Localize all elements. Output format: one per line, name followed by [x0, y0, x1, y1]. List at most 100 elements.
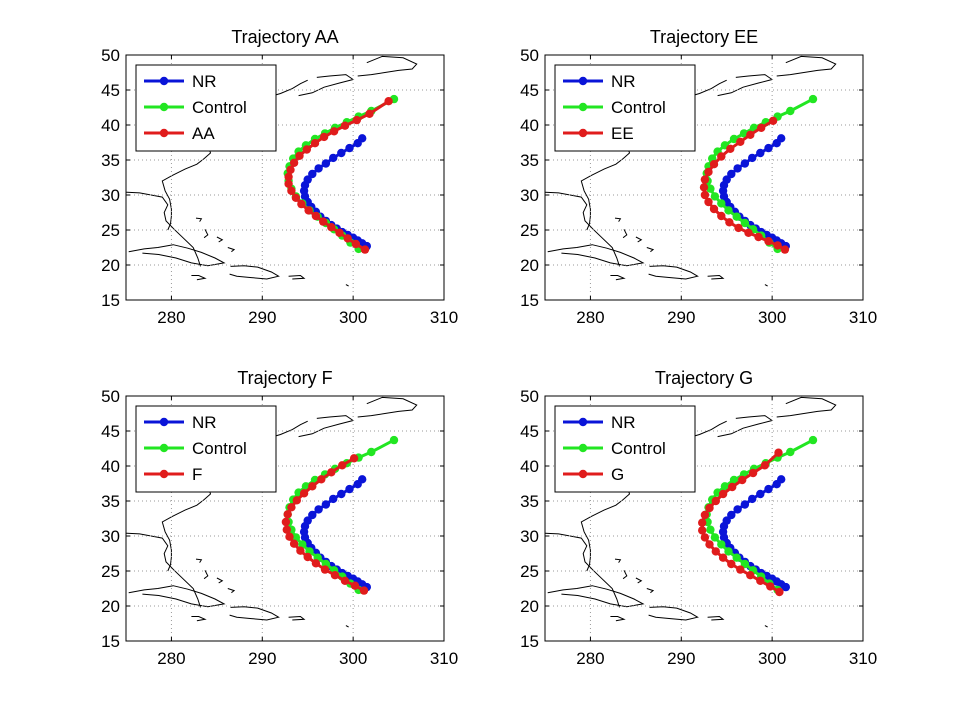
data-point-ee [709, 204, 719, 214]
data-point-ee [734, 223, 743, 233]
data-point-nr [756, 489, 765, 499]
data-point-ee [746, 130, 755, 139]
y-tick-label: 30 [520, 527, 539, 546]
legend-label: NR [611, 72, 636, 91]
data-point-control [732, 553, 741, 562]
data-point-f [282, 525, 291, 534]
data-point-f [287, 503, 296, 512]
y-tick-label: 50 [520, 387, 539, 406]
chart-title: Trajectory AA [231, 27, 338, 47]
y-tick-label: 35 [520, 151, 539, 170]
y-tick-label: 20 [101, 597, 120, 616]
x-tick-label: 300 [758, 308, 786, 327]
coast-outline [614, 217, 622, 222]
data-point-control [717, 540, 726, 549]
legend-label: EE [611, 124, 634, 143]
data-point-aa [352, 115, 361, 125]
coast-outline [717, 74, 774, 97]
data-point-f [349, 454, 359, 463]
data-point-ee [700, 175, 710, 184]
data-point-nr [303, 175, 312, 184]
data-point-control [367, 447, 376, 457]
legend-swatch-marker [159, 469, 169, 479]
data-point-g [700, 533, 710, 542]
coast-outline [717, 415, 774, 438]
coast-outline [545, 532, 620, 608]
coast-outline [610, 275, 626, 281]
data-point-aa [297, 199, 306, 209]
data-point-f [308, 482, 317, 491]
data-point-f [299, 489, 309, 498]
data-point-nr [308, 510, 317, 520]
data-point-control [786, 447, 795, 457]
coast-outline [764, 284, 768, 287]
data-point-aa [360, 245, 370, 254]
data-point-nr [358, 475, 367, 484]
chart-title: Trajectory EE [650, 27, 758, 47]
data-point-nr [314, 505, 323, 514]
data-point-nr [733, 164, 742, 173]
data-point-nr [358, 134, 367, 143]
coast-outline [216, 577, 224, 584]
data-point-nr [740, 159, 750, 168]
x-tick-label: 280 [157, 649, 185, 668]
data-point-g [756, 576, 765, 585]
data-point-ee [780, 245, 790, 254]
y-tick-label: 20 [101, 256, 120, 275]
data-point-nr [337, 148, 346, 158]
data-point-control [724, 206, 733, 215]
data-point-f [283, 510, 292, 519]
legend-label: Control [611, 439, 666, 458]
data-point-f [311, 559, 321, 568]
coast-outline [707, 274, 725, 280]
legend-swatch-marker [159, 443, 169, 453]
coast-outline [646, 588, 655, 594]
data-point-f [296, 546, 305, 555]
data-point-ee [726, 144, 735, 153]
x-tick-label: 290 [667, 308, 695, 327]
y-tick-label: 45 [520, 81, 539, 100]
legend-swatch-marker [578, 128, 588, 138]
coast-outline [357, 55, 418, 77]
coast-outline [345, 625, 349, 628]
x-tick-label: 280 [576, 308, 604, 327]
y-tick-label: 45 [101, 422, 120, 441]
data-point-g [711, 496, 720, 506]
data-point-f [359, 586, 369, 595]
data-point-aa [295, 151, 304, 160]
coast-outline [345, 284, 349, 287]
data-point-g [736, 565, 745, 574]
y-tick-label: 25 [101, 562, 120, 581]
data-point-g [738, 475, 747, 485]
chart-title: Trajectory F [237, 368, 332, 388]
data-point-ee [768, 116, 778, 126]
data-point-f [338, 461, 347, 470]
y-tick-label: 50 [101, 46, 120, 65]
data-point-control [724, 547, 733, 556]
coast-outline [648, 265, 699, 280]
data-point-aa [284, 179, 293, 188]
data-point-f [330, 571, 340, 580]
data-point-nr [777, 134, 786, 143]
coast-outline [610, 616, 626, 622]
x-tick-label: 300 [339, 649, 367, 668]
data-point-nr [329, 153, 338, 163]
x-tick-label: 300 [758, 649, 786, 668]
coast-outline [195, 558, 203, 563]
y-tick-label: 30 [101, 186, 120, 205]
data-point-f [320, 565, 330, 574]
data-point-nr [748, 153, 757, 163]
coast-outline [126, 532, 201, 608]
y-tick-label: 50 [101, 387, 120, 406]
data-point-control [740, 218, 750, 228]
data-point-g [775, 587, 784, 597]
axes-frame [125, 395, 445, 642]
data-point-aa [340, 121, 350, 130]
data-point-control [740, 559, 750, 569]
y-tick-label: 15 [520, 291, 539, 310]
legend-label: NR [192, 72, 217, 91]
y-tick-label: 25 [520, 221, 539, 240]
axes-frame [125, 54, 445, 301]
data-point-control [706, 525, 715, 534]
